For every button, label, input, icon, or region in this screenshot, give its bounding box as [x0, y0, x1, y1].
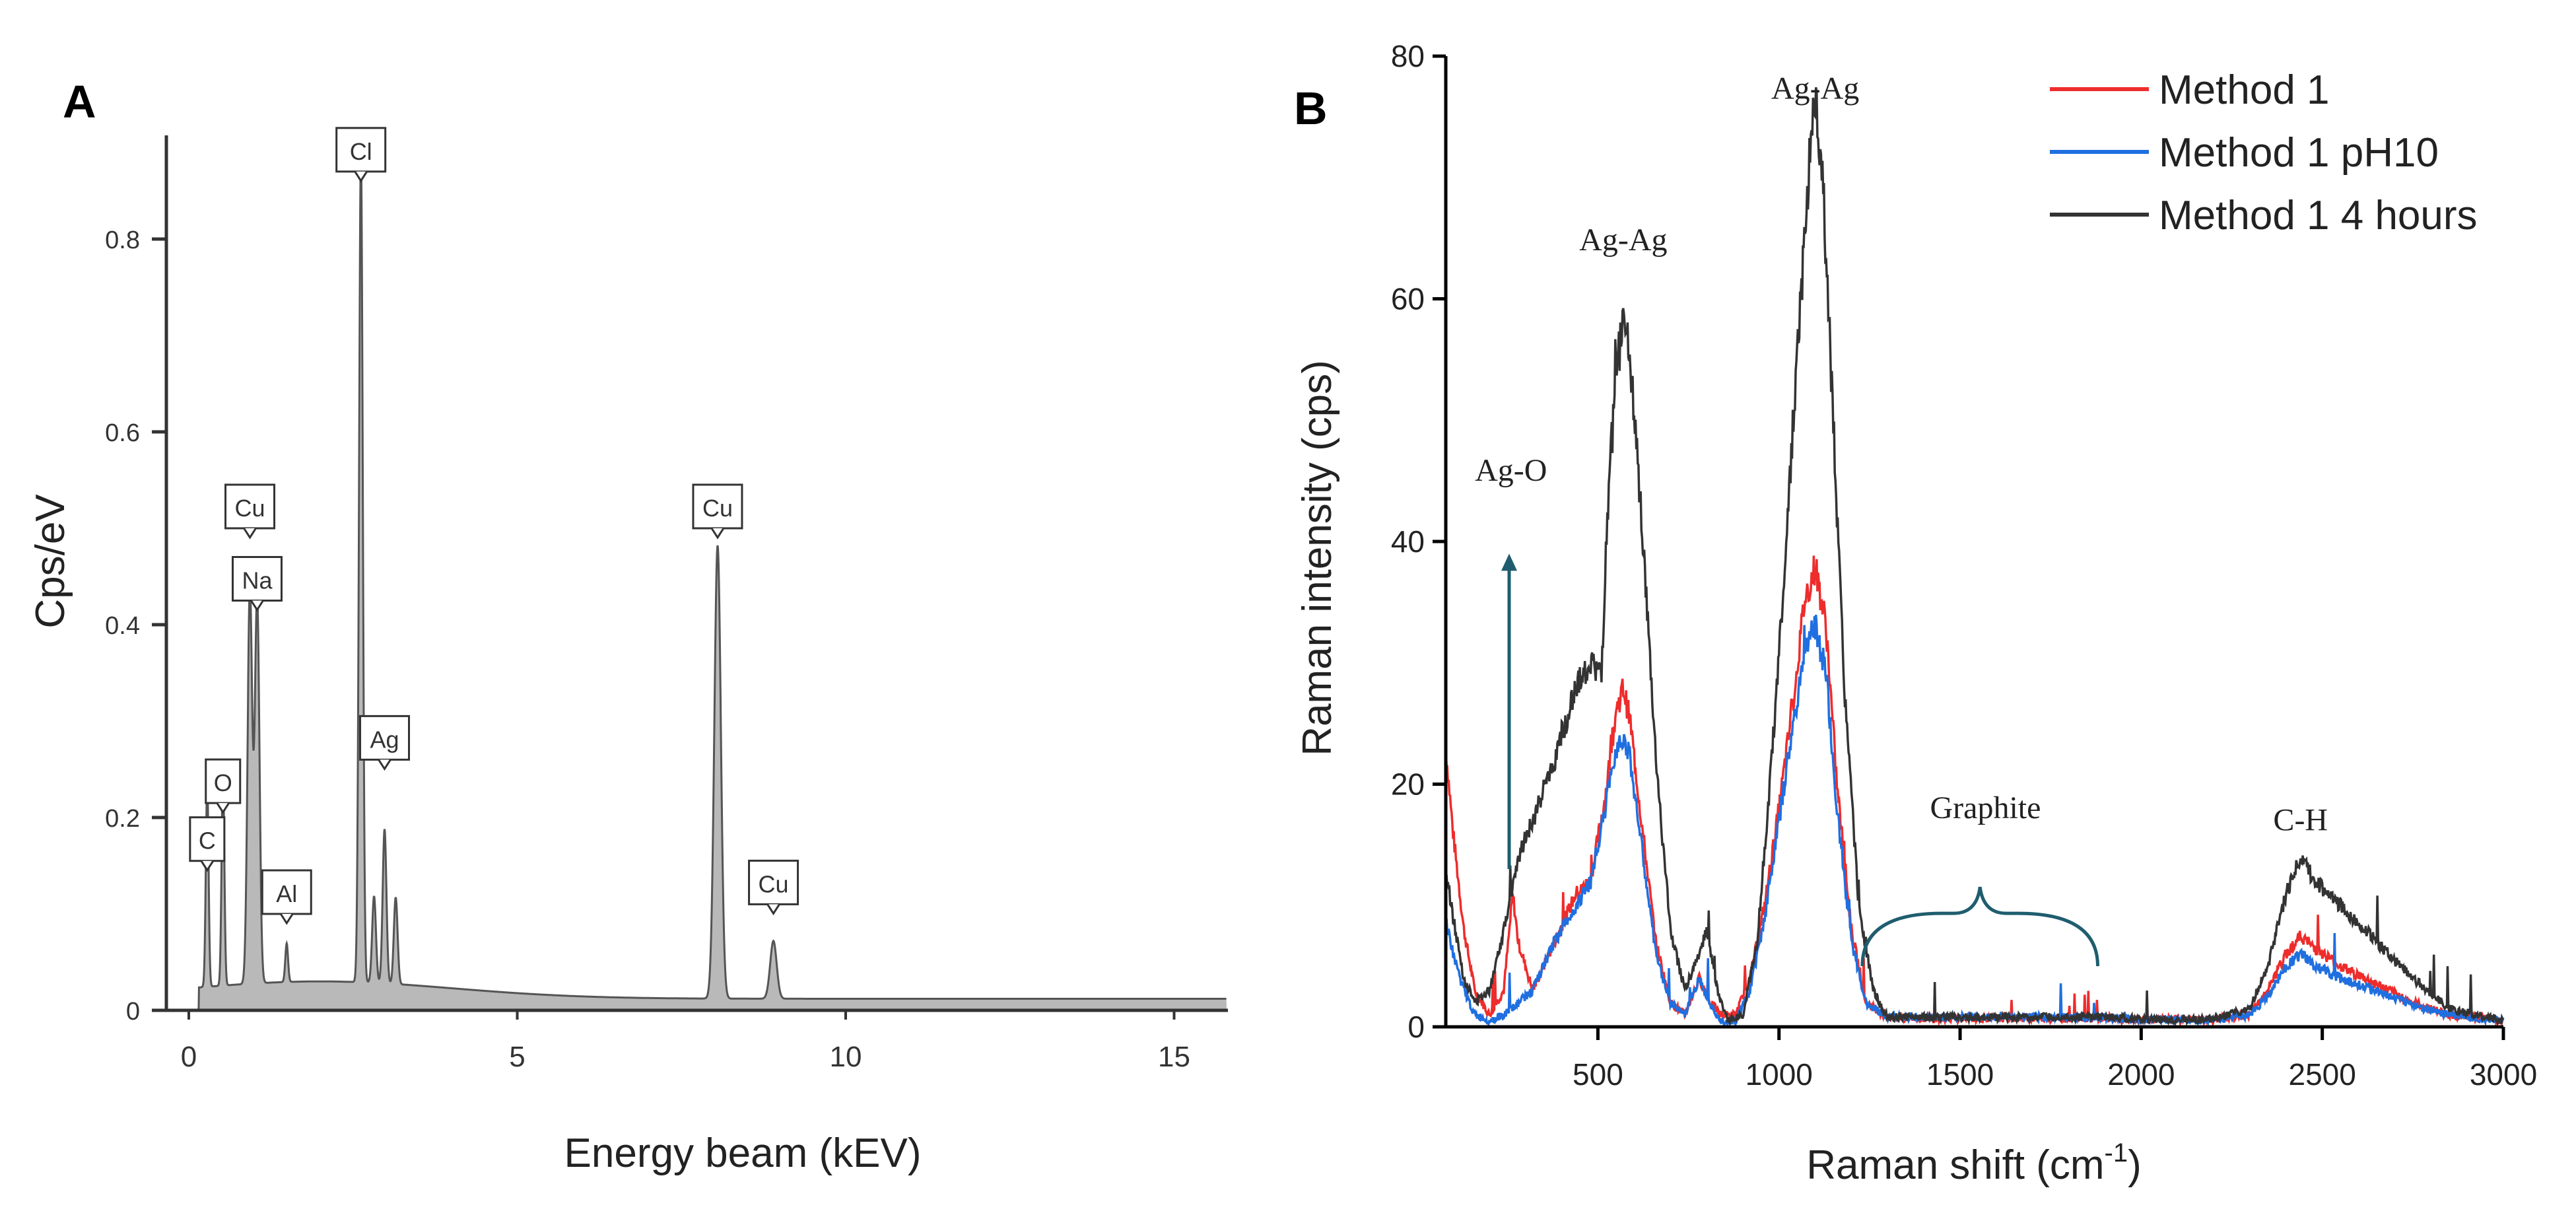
chart-b-x-tick-label: 3000 — [2470, 1057, 2537, 1092]
chart-b-y-axis-title: Raman intensity (cps) — [1295, 360, 1340, 756]
svg-text:Cu: Cu — [235, 495, 265, 522]
chart-a-y-tick-label: 0.8 — [105, 226, 140, 254]
chart-a-x-tick-label: 10 — [830, 1041, 862, 1073]
chart-a-x-tick-label: 15 — [1158, 1041, 1190, 1073]
chart-b-x-tick-label: 2500 — [2289, 1057, 2356, 1092]
chart-a-x-tick-label: 5 — [509, 1041, 525, 1073]
chart-b-annotation: C-H — [2273, 802, 2328, 837]
svg-text:Al: Al — [276, 880, 297, 907]
chart-a-peak-label: Na — [231, 556, 283, 612]
svg-text:Cu: Cu — [702, 495, 733, 522]
chart-a-x-tick-label: 0 — [181, 1041, 197, 1073]
chart-a-y-axis-title: Cps/eV — [28, 494, 73, 629]
chart-a-y-tick-label: 0.6 — [105, 419, 140, 447]
chart-b-x-axis-title-end: ) — [2128, 1142, 2142, 1188]
svg-text:Na: Na — [242, 567, 273, 594]
chart-b-annotation: Ag-Ag — [1771, 71, 1859, 106]
chart-b-brace — [1860, 886, 2100, 967]
chart-a-peak-label: O — [205, 758, 242, 814]
chart-b-y-tick-label: 0 — [1407, 1010, 1425, 1044]
chart-b-arrow-head — [1501, 553, 1518, 571]
chart-b: 500 1000 1500 2000 2500 3000 0 20 40 60 80 Ag-O Ag-… — [1295, 39, 2537, 1188]
chart-b-annotation: Graphite — [1930, 790, 2041, 825]
svg-text:Cu: Cu — [759, 870, 789, 897]
chart-b-y-tick-label: 60 — [1391, 282, 1425, 316]
panel-b-label: B — [1294, 83, 1328, 134]
svg-text:O: O — [214, 769, 232, 796]
chart-b-legend-item: Method 1 pH10 — [2050, 130, 2439, 176]
chart-a-peak-label: C — [189, 816, 226, 872]
chart-b-x-tick-label: 1000 — [1746, 1057, 1813, 1092]
svg-text:Ag: Ag — [370, 726, 399, 753]
chart-b-series-line-3 — [1444, 87, 2505, 1027]
chart-a-y-tick-label: 0.4 — [105, 612, 140, 640]
chart-b-series-line-1 — [1444, 555, 2505, 1028]
svg-text:Method 1: Method 1 — [2159, 67, 2330, 113]
svg-text:Cl: Cl — [350, 138, 372, 165]
chart-a-x-axis-title: Energy beam (kEV) — [564, 1131, 922, 1176]
chart-a-peak-label: Cl — [335, 127, 387, 183]
chart-b-y-tick-label: 20 — [1391, 767, 1425, 802]
chart-b-y-tick-label: 80 — [1391, 39, 1425, 73]
chart-b-annotation: Ag-O — [1475, 453, 1547, 488]
chart-b-x-axis-title-main: Raman shift (cm — [1806, 1142, 2104, 1188]
svg-text:Method 1 4 hours: Method 1 4 hours — [2159, 193, 2478, 238]
chart-b-annotation: Ag-Ag — [1579, 223, 1667, 258]
chart-a-y-tick-label: 0.2 — [105, 805, 140, 833]
chart-b-legend-item: Method 1 4 hours — [2050, 193, 2478, 238]
svg-text:Method 1 pH10: Method 1 pH10 — [2159, 130, 2439, 176]
svg-text:C: C — [199, 827, 216, 854]
panel-a-label: A — [63, 76, 96, 127]
chart-b-x-tick-label: 2000 — [2107, 1057, 2175, 1092]
chart-b-x-axis-title-sup: -1 — [2105, 1138, 2128, 1167]
chart-b-y-tick-label: 40 — [1391, 524, 1425, 559]
chart-b-x-tick-label: 500 — [1573, 1057, 1623, 1092]
chart-a-peak-label: Cu — [224, 483, 276, 540]
chart-b-x-tick-label: 1500 — [1926, 1057, 1994, 1092]
chart-b-legend-item: Method 1 — [2050, 67, 2330, 113]
chart-a-peak-label: Cu — [692, 483, 743, 540]
chart-a: 0 5 10 15 0 0.2 0.4 0.6 0.8 C O Cu Na Al Cl Ag Cu Cu Ene… — [28, 127, 1228, 1176]
chart-a-y-tick-label: 0 — [126, 998, 140, 1026]
chart-b-x-axis-title: Raman shift (cm-1) — [1806, 1138, 2142, 1188]
chart-a-peak-label: Al — [261, 869, 312, 925]
chart-a-spectrum-line — [197, 153, 1227, 1011]
chart-a-peak-label: Ag — [359, 714, 411, 771]
chart-a-peak-label: Cu — [748, 859, 799, 916]
